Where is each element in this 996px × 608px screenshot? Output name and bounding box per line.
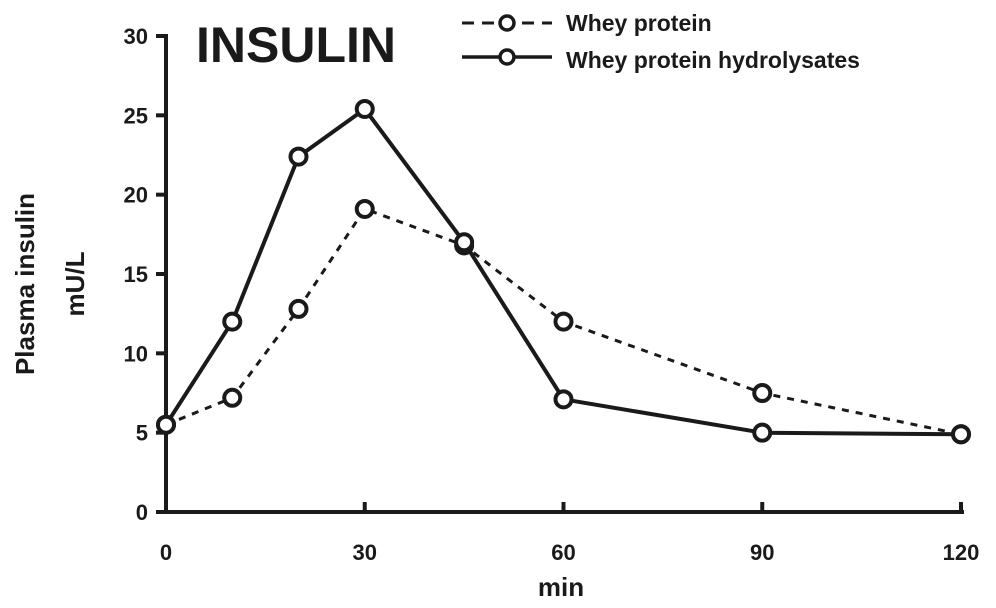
x-tick-label-120: 120: [943, 540, 980, 565]
x-axis-title: min: [538, 572, 584, 602]
y-axis-title-line2: mU/L: [60, 251, 90, 316]
point-whey-protein-hydrolysates-60: [553, 389, 574, 410]
legend-label-whey-protein: Whey protein: [566, 10, 712, 36]
x-tick-label-0: 0: [160, 540, 172, 565]
point-whey-protein-hydrolysates-120: [951, 424, 971, 445]
y-tick-label-15: 15: [124, 262, 148, 287]
point-whey-protein-hydrolysates-20: [288, 146, 309, 167]
point-whey-protein-hydrolysates-10: [222, 311, 243, 332]
y-axis-title-line1: Plasma insulin: [10, 193, 40, 375]
point-whey-protein-10: [222, 387, 243, 408]
legend-label-whey-protein-hydrolysates: Whey protein hydrolysates: [566, 47, 860, 73]
point-whey-protein-30: [354, 198, 375, 219]
series-line-whey-protein-hydrolysates: [164, 107, 962, 437]
point-whey-protein-60: [553, 311, 574, 332]
chart-title: INSULIN: [196, 17, 396, 73]
series-layer: [156, 98, 971, 445]
x-tick-label-90: 90: [750, 540, 774, 565]
legend-marker-whey-protein-hydrolysates: [498, 48, 516, 66]
y-tick-label-25: 25: [124, 103, 148, 128]
point-whey-protein-90: [752, 383, 773, 403]
legend-marker-whey-protein: [498, 14, 516, 32]
point-whey-protein-hydrolysates-90: [752, 422, 773, 443]
x-tick-label-60: 60: [551, 540, 575, 565]
y-tick-label-0: 0: [136, 500, 148, 525]
y-tick-label-20: 20: [124, 183, 148, 208]
point-whey-protein-hydrolysates-45: [454, 232, 475, 253]
y-tick-label-10: 10: [124, 341, 148, 366]
y-tick-label-30: 30: [124, 24, 148, 49]
y-tick-label-5: 5: [136, 421, 148, 446]
y-axis-ticks: 0 5 10 15 20 25 30: [124, 24, 166, 525]
point-whey-protein-20: [288, 298, 309, 319]
series-line-whey-protein: [165, 207, 962, 436]
x-tick-label-30: 30: [353, 540, 377, 565]
x-axis-ticks: 0 30 60 90 120: [160, 502, 979, 565]
legend: Whey protein Whey protein hydrolysates: [462, 10, 860, 73]
point-whey-protein-hydrolysates-0: [156, 414, 176, 435]
point-whey-protein-hydrolysates-30: [354, 98, 375, 119]
